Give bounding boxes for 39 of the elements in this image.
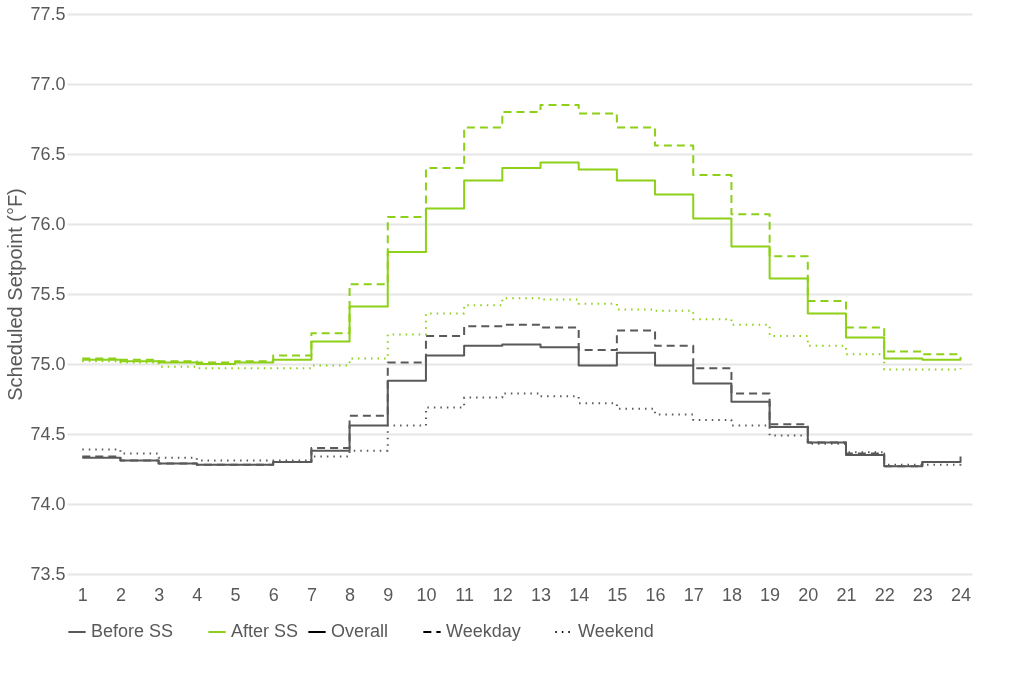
x-tick-label: 15 xyxy=(607,584,628,605)
legend-label: Before SS xyxy=(91,621,174,641)
y-tick-label: 74.5 xyxy=(30,423,66,444)
x-tick-label: 5 xyxy=(230,584,241,605)
x-tick-label: 2 xyxy=(115,584,126,605)
x-tick-label: 12 xyxy=(492,584,513,605)
y-tick-label: 76.5 xyxy=(30,143,66,164)
text: Overall xyxy=(331,621,389,641)
y-axis-title: Scheduled Setpoint (°F) xyxy=(4,188,27,401)
y-tick-label: 77.0 xyxy=(30,73,66,94)
x-tick-label: 13 xyxy=(530,584,552,605)
text: Weekend xyxy=(578,621,654,641)
x-tick-label: 9 xyxy=(383,584,394,605)
x-tick-label: 16 xyxy=(645,584,666,605)
text: Weekday xyxy=(446,621,521,641)
x-tick-label: 3 xyxy=(154,584,165,605)
x-tick-label: 23 xyxy=(912,584,933,605)
x-tick-label: 24 xyxy=(951,584,972,605)
y-tick-label: 76.0 xyxy=(30,213,66,234)
legend-label: After SS xyxy=(231,621,299,641)
y-tick-label: 73.5 xyxy=(30,563,66,584)
x-tick-label: 4 xyxy=(192,584,203,605)
y-tick-label: 75.0 xyxy=(30,353,66,374)
y-tick-label: 77.5 xyxy=(30,3,66,24)
x-tick-label: 20 xyxy=(798,584,819,605)
x-tick-label: 17 xyxy=(683,584,704,605)
x-tick-label: 19 xyxy=(760,584,781,605)
x-tick-label: 6 xyxy=(268,584,279,605)
x-tick-label: 8 xyxy=(345,584,356,605)
x-tick-label: 18 xyxy=(721,584,742,605)
x-tick-label: 14 xyxy=(569,584,590,605)
x-tick-label: 7 xyxy=(306,584,317,605)
x-tick-label: 10 xyxy=(416,584,437,605)
x-tick-label: 22 xyxy=(874,584,895,605)
x-tick-label: 21 xyxy=(836,584,857,605)
x-tick-label: 11 xyxy=(455,584,474,605)
x-tick-label: 1 xyxy=(77,584,88,605)
y-tick-label: 74.0 xyxy=(30,493,66,514)
y-tick-label: 75.5 xyxy=(30,283,66,304)
